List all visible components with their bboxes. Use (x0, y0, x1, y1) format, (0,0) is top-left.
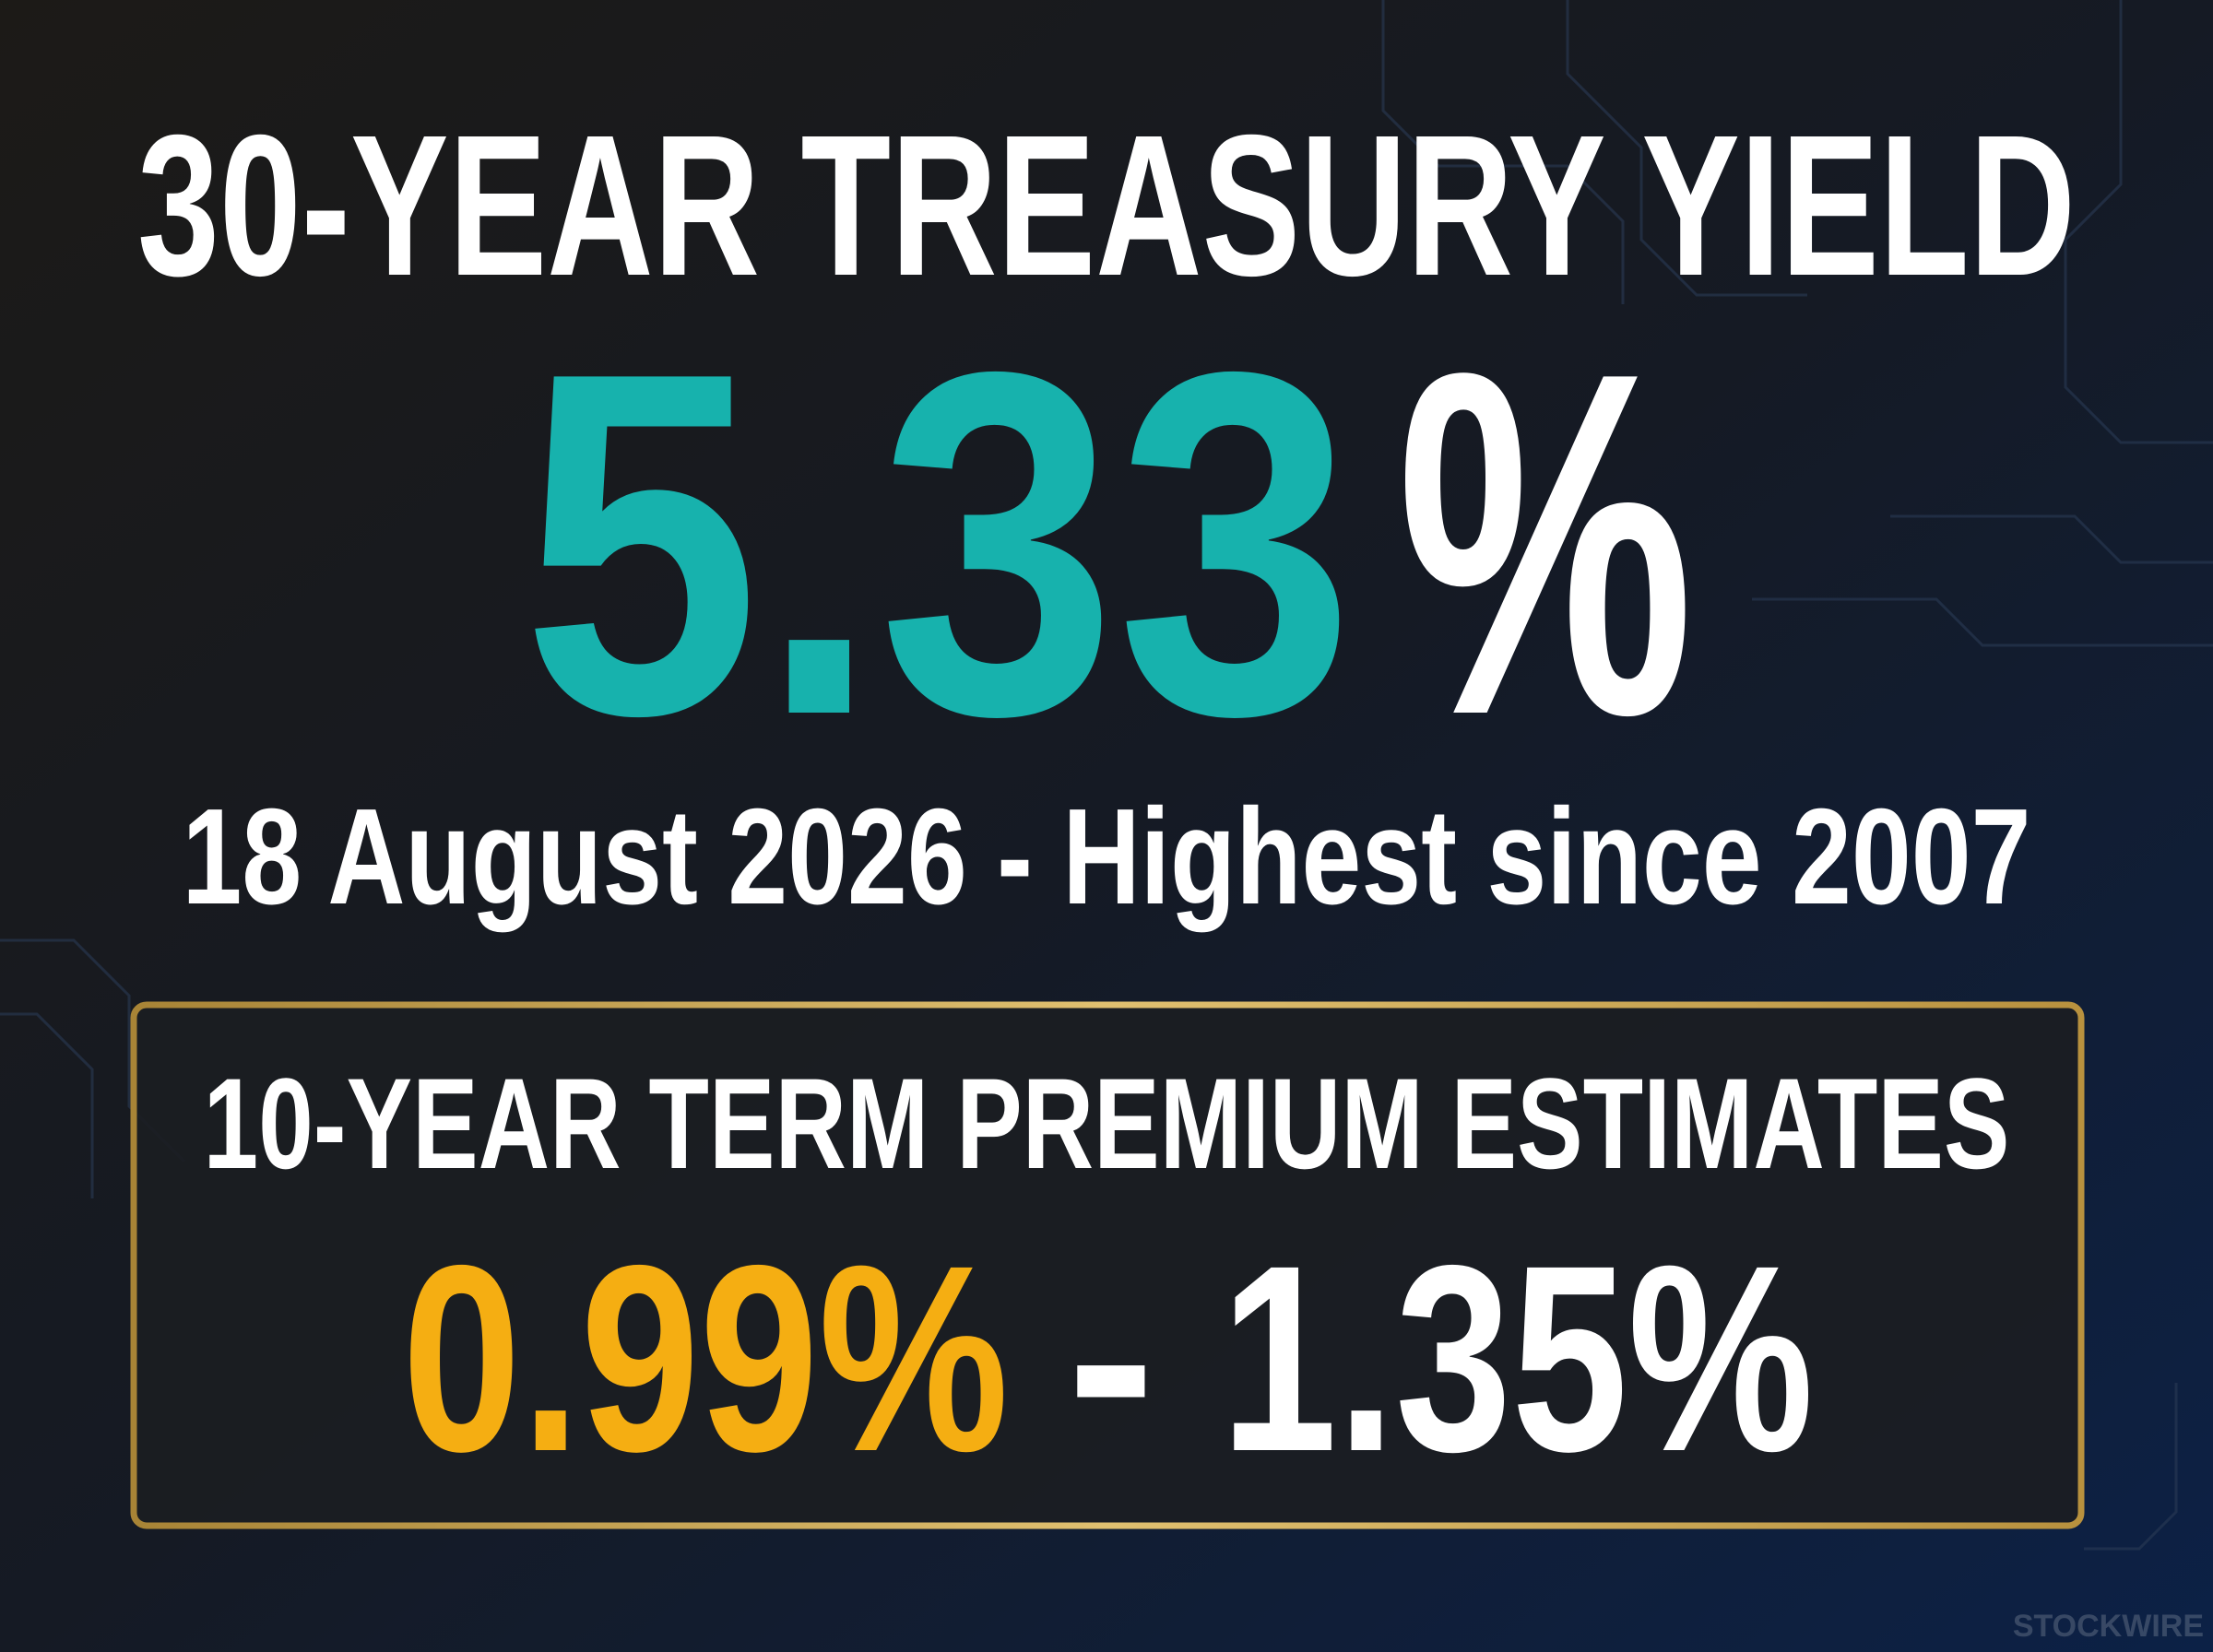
headline-unit: % (1397, 271, 1694, 817)
watermark: STOCKWIRE (2013, 1609, 2204, 1644)
subtitle: 18 August 2026 - Highest since 2007 (183, 781, 2031, 933)
panel (130, 1001, 2085, 1529)
range-low: 0.99% (402, 1210, 1009, 1507)
title: 30-YEAR TREASURY YIELD (137, 94, 2076, 318)
range-separator: - (1067, 1210, 1155, 1507)
range-high: 1.35% (1221, 1210, 1814, 1507)
headline-number: 5.33 (522, 271, 1355, 817)
circuit-decoration (0, 0, 2213, 1551)
panel-title: 10-YEAR TERM PREMIUM ESTIMATES (204, 1051, 2010, 1196)
